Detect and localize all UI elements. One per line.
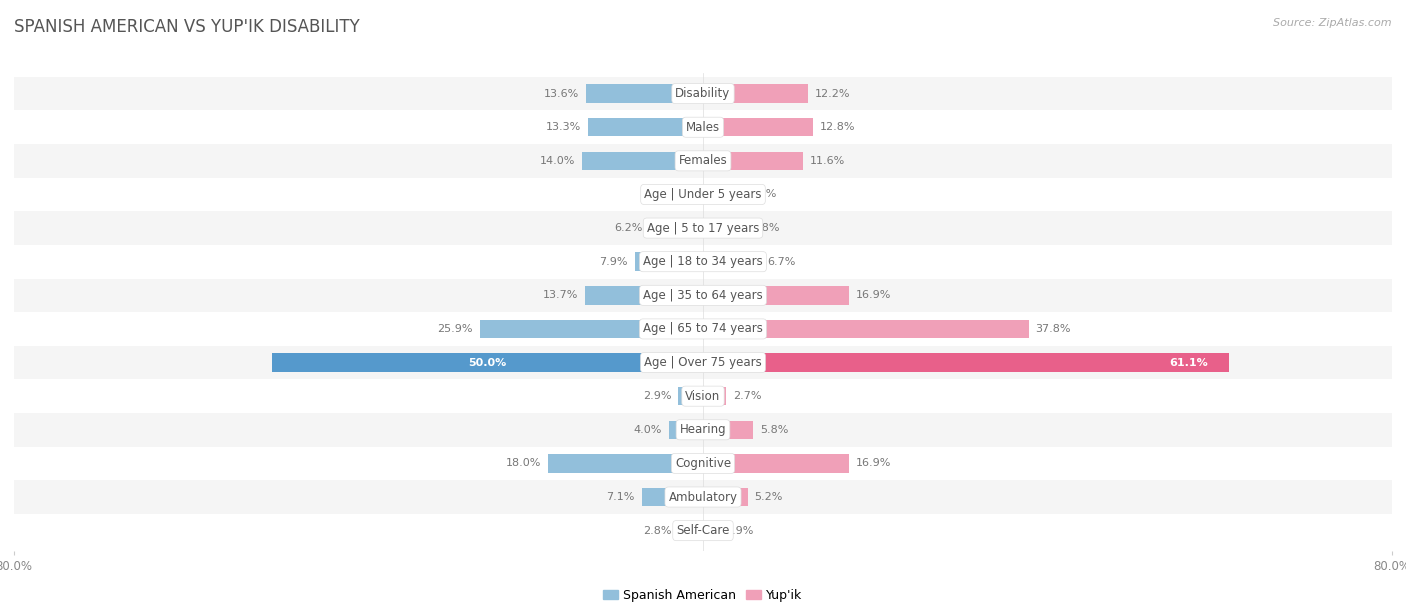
Text: 50.0%: 50.0% — [468, 357, 506, 368]
Text: 7.1%: 7.1% — [606, 492, 636, 502]
Bar — [14, 346, 1392, 379]
Bar — [678, 387, 703, 405]
Text: Age | 5 to 17 years: Age | 5 to 17 years — [647, 222, 759, 234]
Text: 6.7%: 6.7% — [768, 256, 796, 267]
Text: Cognitive: Cognitive — [675, 457, 731, 470]
Bar — [548, 454, 703, 472]
Text: Vision: Vision — [685, 390, 721, 403]
Bar — [14, 211, 1392, 245]
Bar — [703, 353, 1229, 371]
Text: Disability: Disability — [675, 87, 731, 100]
Text: Age | Over 75 years: Age | Over 75 years — [644, 356, 762, 369]
Bar — [636, 252, 703, 271]
Text: 37.8%: 37.8% — [1035, 324, 1071, 334]
Bar — [14, 144, 1392, 177]
Bar — [703, 420, 754, 439]
Text: 12.2%: 12.2% — [815, 89, 851, 99]
Bar — [586, 84, 703, 103]
Text: 12.8%: 12.8% — [820, 122, 856, 132]
Bar — [703, 252, 761, 271]
Text: SPANISH AMERICAN VS YUP'IK DISABILITY: SPANISH AMERICAN VS YUP'IK DISABILITY — [14, 18, 360, 36]
Text: 5.2%: 5.2% — [755, 492, 783, 502]
Text: Age | 18 to 34 years: Age | 18 to 34 years — [643, 255, 763, 268]
Text: 18.0%: 18.0% — [506, 458, 541, 468]
Text: 2.7%: 2.7% — [733, 391, 762, 401]
Text: Source: ZipAtlas.com: Source: ZipAtlas.com — [1274, 18, 1392, 28]
Bar — [585, 286, 703, 305]
Bar — [14, 245, 1392, 278]
Text: 1.9%: 1.9% — [727, 526, 755, 536]
Text: Ambulatory: Ambulatory — [668, 490, 738, 504]
Bar — [703, 454, 849, 472]
Text: Age | Under 5 years: Age | Under 5 years — [644, 188, 762, 201]
Bar — [14, 379, 1392, 413]
Text: 5.8%: 5.8% — [759, 425, 789, 435]
Bar — [14, 177, 1392, 211]
Bar — [273, 353, 703, 371]
Text: 6.2%: 6.2% — [614, 223, 643, 233]
Text: 13.7%: 13.7% — [543, 290, 578, 300]
Bar — [703, 286, 849, 305]
Legend: Spanish American, Yup'ik: Spanish American, Yup'ik — [599, 584, 807, 606]
Bar — [14, 278, 1392, 312]
Bar — [679, 521, 703, 540]
Text: 4.5%: 4.5% — [748, 190, 778, 200]
Bar — [703, 219, 744, 237]
Bar — [669, 420, 703, 439]
Bar — [14, 514, 1392, 548]
Text: 11.6%: 11.6% — [810, 156, 845, 166]
Bar — [693, 185, 703, 204]
Bar — [703, 84, 808, 103]
Bar — [14, 413, 1392, 447]
Text: 16.9%: 16.9% — [855, 290, 891, 300]
Bar — [703, 118, 813, 136]
Bar — [703, 319, 1029, 338]
Text: Females: Females — [679, 154, 727, 167]
Bar — [14, 447, 1392, 480]
Bar — [14, 110, 1392, 144]
Text: Self-Care: Self-Care — [676, 524, 730, 537]
Bar — [703, 488, 748, 506]
Bar — [589, 118, 703, 136]
Text: 16.9%: 16.9% — [855, 458, 891, 468]
Text: 2.8%: 2.8% — [644, 526, 672, 536]
Bar — [14, 76, 1392, 110]
Text: 4.8%: 4.8% — [751, 223, 780, 233]
Text: Hearing: Hearing — [679, 424, 727, 436]
Bar — [703, 387, 727, 405]
Bar — [479, 319, 703, 338]
Text: 13.6%: 13.6% — [544, 89, 579, 99]
Text: Age | 35 to 64 years: Age | 35 to 64 years — [643, 289, 763, 302]
Text: 2.9%: 2.9% — [643, 391, 671, 401]
Bar — [14, 312, 1392, 346]
Text: 4.0%: 4.0% — [633, 425, 662, 435]
Bar — [582, 152, 703, 170]
Bar — [703, 185, 742, 204]
Bar — [703, 152, 803, 170]
Text: 1.1%: 1.1% — [658, 190, 686, 200]
Text: 25.9%: 25.9% — [437, 324, 472, 334]
Bar — [14, 480, 1392, 514]
Text: Males: Males — [686, 121, 720, 134]
Bar — [650, 219, 703, 237]
Text: 13.3%: 13.3% — [547, 122, 582, 132]
Bar — [703, 521, 720, 540]
Text: 61.1%: 61.1% — [1168, 357, 1208, 368]
Text: 14.0%: 14.0% — [540, 156, 575, 166]
Bar — [643, 488, 703, 506]
Text: Age | 65 to 74 years: Age | 65 to 74 years — [643, 323, 763, 335]
Text: 7.9%: 7.9% — [599, 256, 628, 267]
